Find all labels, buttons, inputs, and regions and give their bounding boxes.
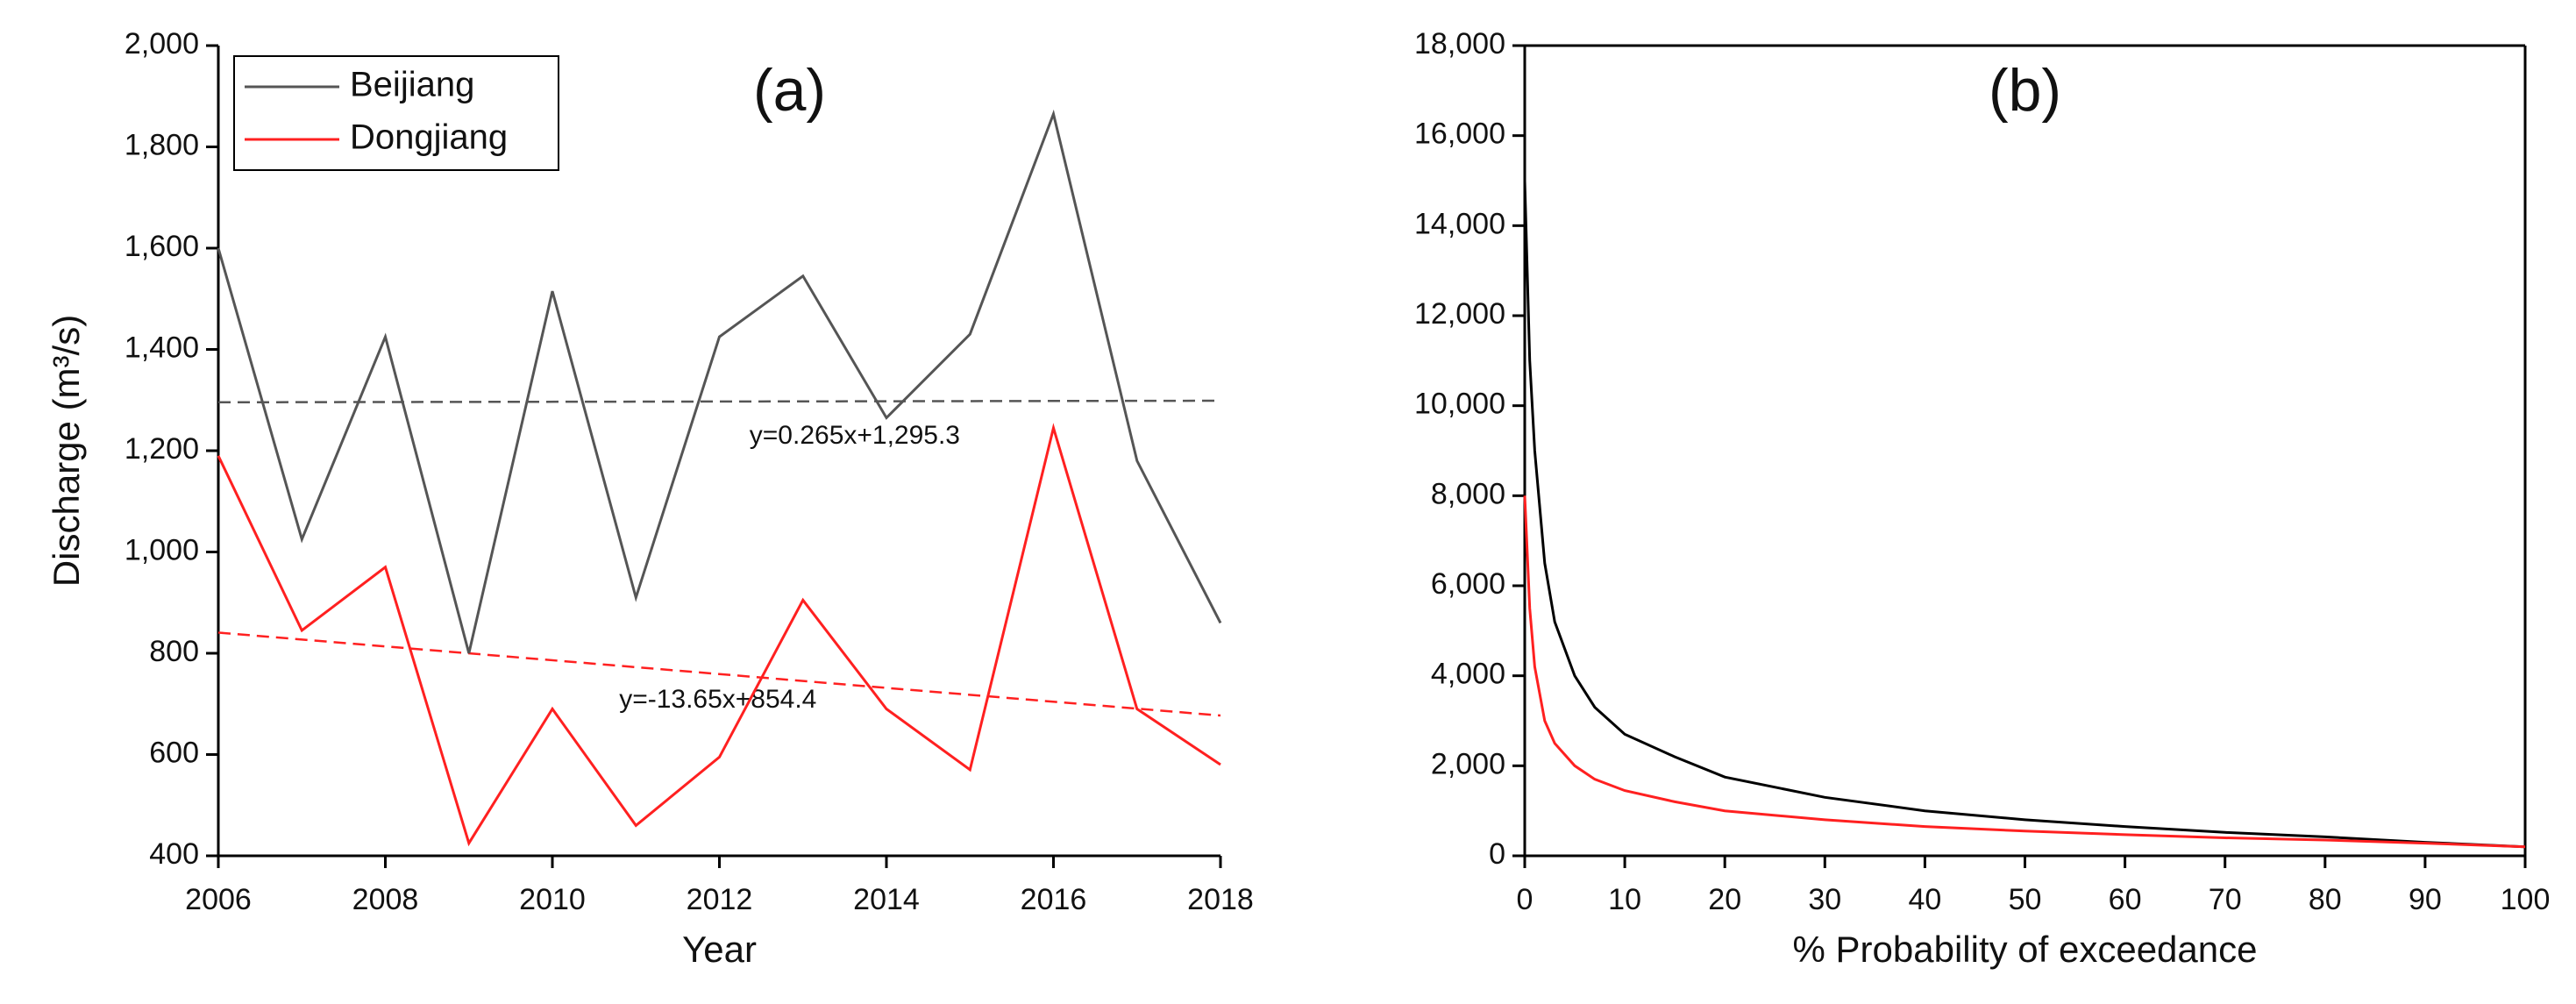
y-tick-label: 2,000 [1431, 747, 1505, 780]
y-tick-label: 1,000 [125, 533, 199, 566]
y-tick-label: 1,800 [125, 128, 199, 161]
trend-label: y=0.265x+1,295.3 [750, 421, 960, 450]
data-line [217, 109, 1222, 654]
x-tick-label: 2018 [1187, 883, 1254, 916]
x-axis-label: % Probability of exceedance [1793, 929, 2258, 970]
y-tick-label: 800 [149, 635, 199, 668]
trend-line [217, 631, 1221, 717]
y-tick-label: 16,000 [1414, 117, 1505, 151]
legend-label: Beijiang [350, 66, 474, 104]
x-tick-label: 2012 [687, 883, 753, 916]
data-line [1523, 180, 2526, 849]
y-tick-label: 1,600 [125, 230, 199, 263]
x-tick-label: 80 [2309, 883, 2342, 916]
data-line [217, 423, 1221, 847]
y-tick-label: 1,400 [125, 331, 199, 364]
x-tick-label: 2008 [352, 883, 419, 916]
y-tick-label: 400 [149, 837, 199, 871]
trend-label: y=-13.65x+854.4 [619, 685, 816, 714]
x-tick-label: 2016 [1021, 883, 1087, 916]
x-tick-label: 20 [1708, 883, 1741, 916]
chart-title: (b) [1989, 57, 2061, 124]
legend-label: Dongjiang [350, 118, 508, 157]
x-tick-label: 40 [1908, 883, 1941, 916]
y-tick-label: 2,000 [125, 27, 199, 61]
x-tick-label: 2010 [519, 883, 586, 916]
x-tick-label: 90 [2409, 883, 2442, 916]
legend-box [233, 55, 559, 171]
y-tick-label: 0 [1489, 837, 1505, 871]
x-tick-label: 70 [2209, 883, 2242, 916]
x-tick-label: 50 [2009, 883, 2042, 916]
x-axis-label: Year [682, 929, 757, 970]
y-tick-label: 14,000 [1414, 207, 1505, 240]
y-tick-label: 12,000 [1414, 297, 1505, 331]
data-line [1523, 495, 2526, 849]
y-tick-label: 18,000 [1414, 27, 1505, 61]
x-tick-label: 2014 [853, 883, 920, 916]
x-tick-label: 100 [2501, 883, 2551, 916]
y-tick-label: 600 [149, 736, 199, 769]
y-tick-label: 4,000 [1431, 658, 1505, 691]
x-tick-label: 2006 [185, 883, 252, 916]
y-axis-label: Discharge (m³/s) [46, 315, 87, 587]
x-tick-label: 10 [1608, 883, 1641, 916]
y-tick-label: 10,000 [1414, 388, 1505, 421]
y-tick-label: 1,200 [125, 432, 199, 466]
trend-line [217, 399, 1221, 404]
y-tick-label: 6,000 [1431, 567, 1505, 601]
x-tick-label: 60 [2109, 883, 2142, 916]
chart-title: (a) [753, 57, 826, 124]
x-tick-label: 0 [1517, 883, 1534, 916]
x-tick-label: 30 [1808, 883, 1841, 916]
y-tick-label: 8,000 [1431, 477, 1505, 510]
